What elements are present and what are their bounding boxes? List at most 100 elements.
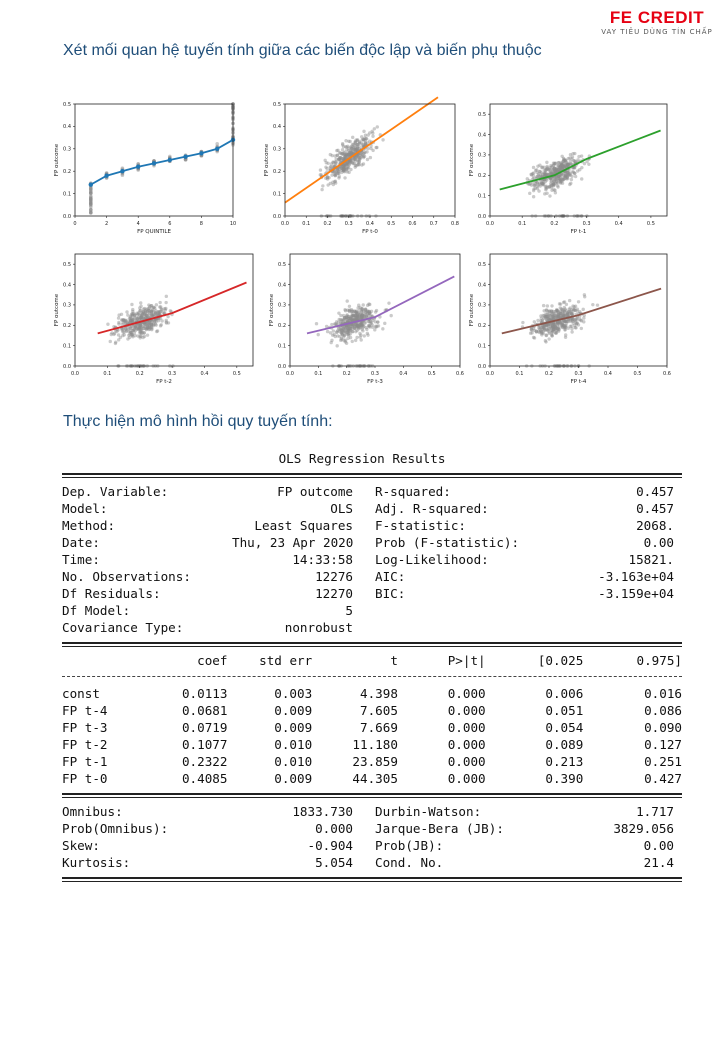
y-tick-label: 0.2 <box>63 323 71 329</box>
data-point <box>342 165 346 170</box>
summary-row: Time: 14:33:58 Log-Likelihood: 15821. <box>62 551 682 568</box>
data-point <box>341 313 346 318</box>
data-point <box>341 335 346 339</box>
data-point <box>128 332 132 336</box>
data-point <box>141 316 145 320</box>
data-point <box>541 183 545 187</box>
data-point <box>120 328 124 332</box>
data-point <box>140 311 144 315</box>
data-point <box>555 308 559 313</box>
x-tick-label: 0.6 <box>456 371 464 377</box>
data-point <box>356 160 360 164</box>
data-point <box>562 314 566 318</box>
data-point <box>566 326 571 330</box>
data-point <box>356 155 360 159</box>
data-point <box>579 326 584 331</box>
data-point <box>559 311 563 316</box>
data-point <box>141 326 146 330</box>
data-point <box>554 167 558 172</box>
data-point <box>334 161 338 165</box>
data-point <box>570 157 574 161</box>
stat-label: No. Observations: <box>62 569 191 584</box>
data-point <box>570 318 575 322</box>
data-point <box>548 317 553 321</box>
coef-cell: 0.0113 <box>181 686 228 701</box>
coef-cell: 0.0719 <box>181 720 228 735</box>
data-point <box>342 164 346 168</box>
data-point <box>565 319 570 324</box>
data-point <box>358 157 362 161</box>
data-point <box>557 176 561 181</box>
data-point <box>555 181 560 185</box>
data-point <box>131 318 135 322</box>
data-point <box>137 325 141 329</box>
data-point <box>144 307 149 312</box>
data-point <box>353 139 358 144</box>
data-point <box>559 161 563 165</box>
data-point <box>555 324 560 328</box>
data-point <box>138 308 143 313</box>
data-point <box>551 322 556 326</box>
data-point <box>538 163 542 167</box>
data-point <box>346 332 350 337</box>
x-tick-label: 0.1 <box>103 371 111 377</box>
data-point <box>566 318 570 322</box>
data-point <box>342 325 347 330</box>
data-point <box>112 331 117 336</box>
data-point <box>553 324 557 328</box>
data-point <box>563 158 567 163</box>
data-point <box>542 326 546 330</box>
data-point <box>347 139 351 144</box>
data-point <box>144 315 148 320</box>
data-point <box>160 319 164 323</box>
data-point <box>531 335 536 340</box>
x-axis-label: FP t-1 <box>571 229 587 235</box>
data-point <box>89 187 93 192</box>
data-point <box>537 169 542 174</box>
y-tick-label: 0.0 <box>478 364 486 370</box>
data-point <box>89 196 93 201</box>
data-point <box>318 168 323 172</box>
y-tick-label: 0.4 <box>273 124 281 130</box>
data-point <box>548 165 553 170</box>
data-point <box>333 173 337 178</box>
data-point <box>361 144 365 149</box>
data-point <box>333 154 337 158</box>
data-point <box>340 331 344 336</box>
data-point <box>572 307 576 311</box>
data-point <box>551 182 556 186</box>
data-point <box>539 314 543 318</box>
data-point <box>560 154 564 158</box>
data-point <box>560 163 564 168</box>
data-point <box>576 158 580 162</box>
data-point <box>120 318 124 322</box>
data-point <box>335 168 339 172</box>
data-point <box>345 327 350 332</box>
data-point <box>553 327 557 331</box>
data-point <box>139 334 143 338</box>
data-point <box>345 170 349 174</box>
data-point <box>558 321 562 325</box>
data-point <box>350 314 354 318</box>
data-point <box>347 316 351 321</box>
data-point <box>535 185 539 189</box>
data-point <box>549 176 553 180</box>
stat-label: Durbin-Watson: <box>375 804 482 819</box>
data-point <box>355 316 360 321</box>
data-point <box>538 169 542 174</box>
data-point <box>543 339 548 343</box>
data-point <box>357 323 361 327</box>
data-point <box>138 336 142 340</box>
data-point <box>579 154 584 158</box>
data-point <box>557 302 562 306</box>
data-point <box>550 334 554 338</box>
data-point <box>540 327 545 332</box>
data-point <box>560 162 564 167</box>
data-point <box>130 328 135 333</box>
data-point <box>558 311 562 315</box>
data-point <box>151 305 156 310</box>
data-point <box>555 309 559 313</box>
data-point <box>343 317 348 321</box>
stat-value: FP outcome <box>277 484 353 499</box>
data-point <box>137 310 141 315</box>
